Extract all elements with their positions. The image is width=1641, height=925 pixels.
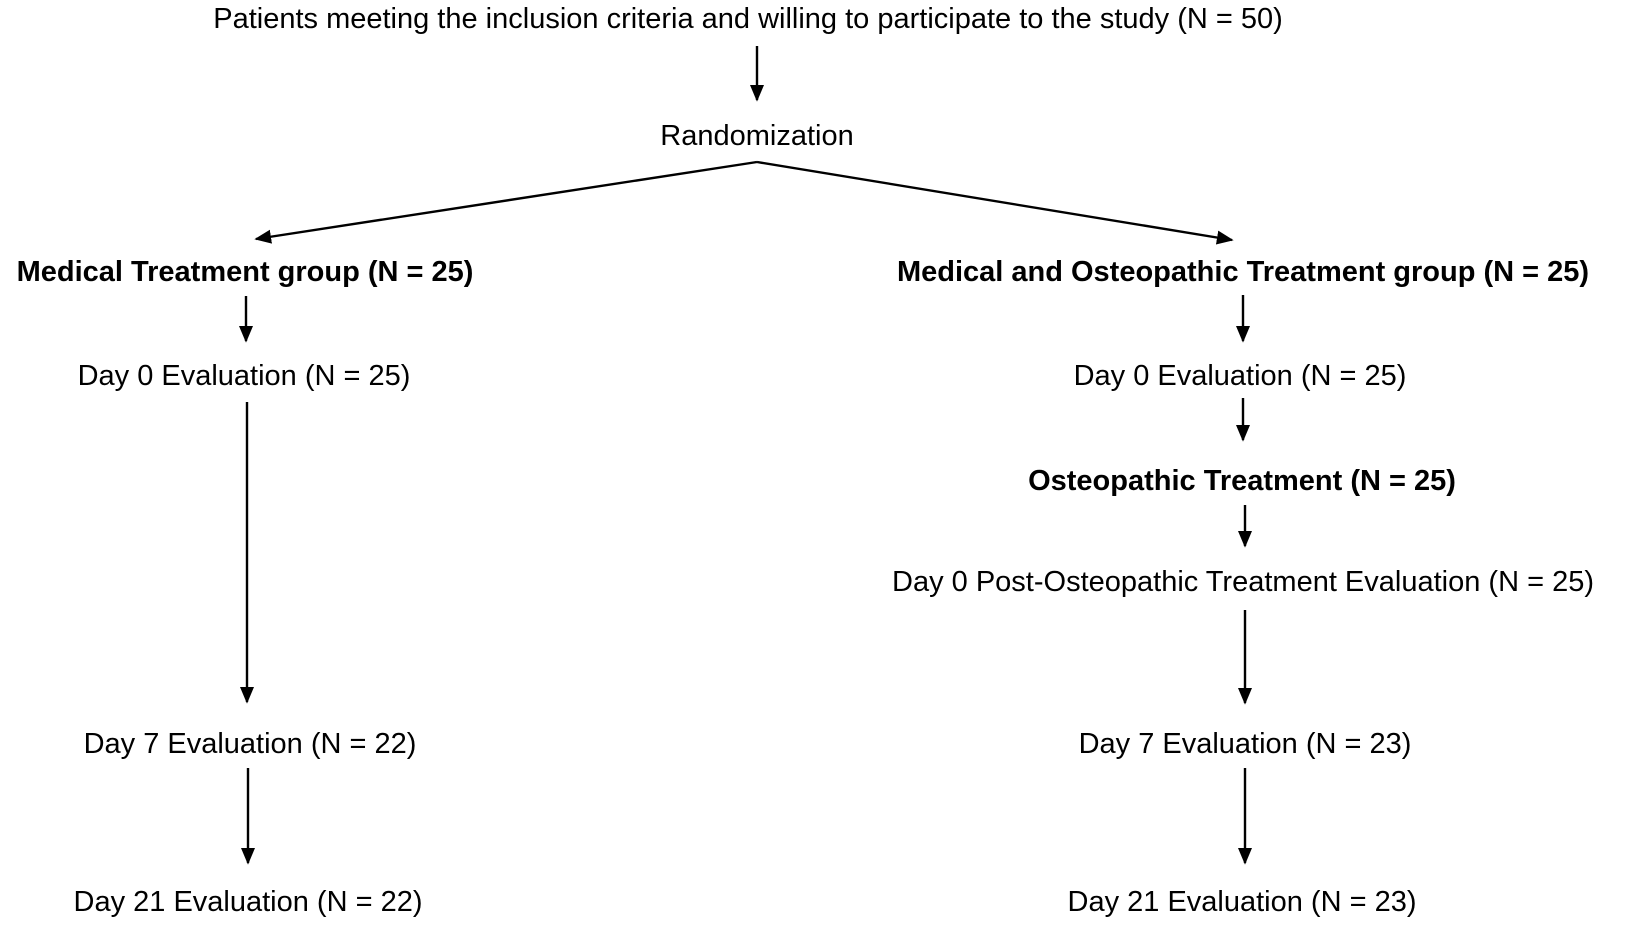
right-day0-post-label: Day 0 Post-Osteopathic Treatment Evaluat… (892, 566, 1594, 598)
randomization-label: Randomization (660, 120, 854, 152)
arrow-randomization-to-right-group (756, 160, 1234, 245)
arrow-randomization-to-left-group (254, 160, 758, 244)
left-day7-label: Day 7 Evaluation (N = 22) (83, 728, 417, 760)
right-day7-label: Day 7 Evaluation (N = 23) (1078, 728, 1412, 760)
right-day21-label: Day 21 Evaluation (N = 23) (1067, 886, 1417, 918)
left-day21-label: Day 21 Evaluation (N = 22) (73, 886, 423, 918)
enrollment-label: Patients meeting the inclusion criteria … (213, 3, 1283, 35)
left-group-label: Medical Treatment group (N = 25) (16, 256, 474, 288)
right-day0-label: Day 0 Evaluation (N = 25) (1073, 360, 1407, 392)
left-day0-label: Day 0 Evaluation (N = 25) (77, 360, 411, 392)
right-osteopathic-treatment-label: Osteopathic Treatment (N = 25) (1028, 465, 1456, 497)
right-group-label: Medical and Osteopathic Treatment group … (896, 256, 1590, 288)
